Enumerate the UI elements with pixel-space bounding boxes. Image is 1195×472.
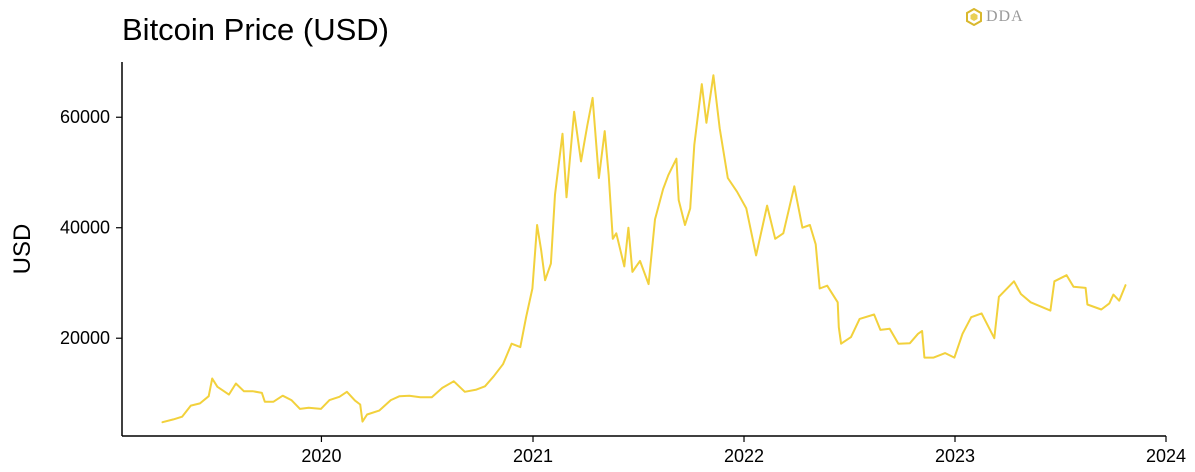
price-series-line	[161, 74, 1127, 424]
x-tick-label: 2020	[301, 446, 341, 466]
y-tick-label: 20000	[60, 328, 110, 348]
chart-title: Bitcoin Price (USD)	[122, 12, 389, 47]
y-tick-label: 60000	[60, 107, 110, 127]
x-tick-label: 2023	[935, 446, 975, 466]
x-tick-label: 2021	[513, 446, 553, 466]
y-axis-label: USD	[9, 224, 36, 275]
x-tick-label: 2024	[1146, 446, 1186, 466]
watermark-text: DDA	[986, 8, 1024, 25]
y-tick-label: 40000	[60, 218, 110, 238]
watermark: DDA	[966, 8, 1024, 26]
x-tick-label: 2022	[724, 446, 764, 466]
dda-logo-icon	[966, 8, 982, 26]
